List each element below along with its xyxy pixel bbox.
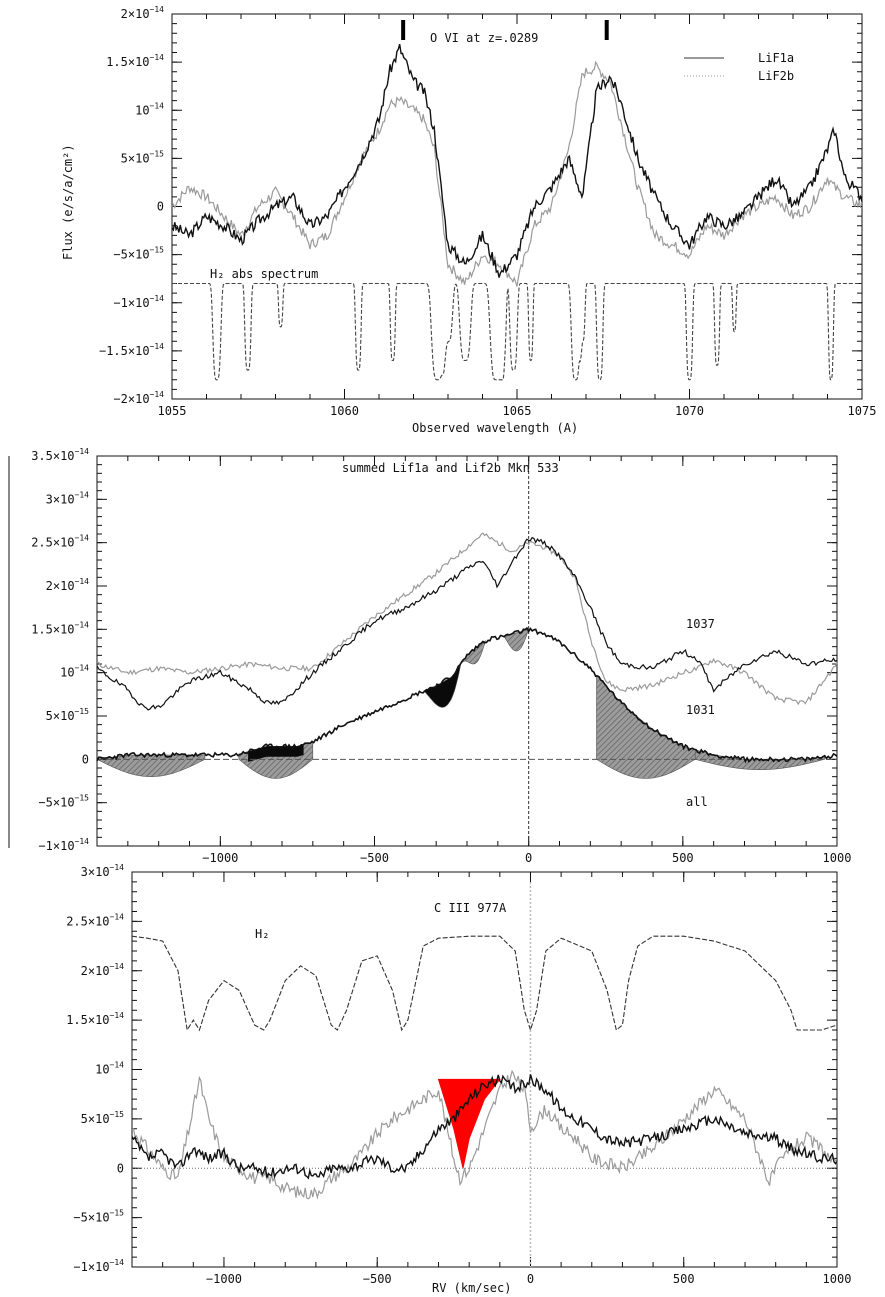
p2-x-tick-labels: −1000 −500 0 500 1000 [202,851,851,865]
p3-ticks [131,871,838,1268]
p2-ticks [96,455,838,847]
p1-legend: LiF1a LiF2b [684,51,794,83]
y-tick-label: −2×10−14 [113,390,164,406]
x-tick-label: 1055 [158,404,187,418]
panel-summed: 3.5×10−14 3×10−14 2.5×10−14 2×10−14 1.5×10−1… [8,447,851,865]
y-tick-label: 1.5×10−14 [66,1011,124,1027]
y-tick-label: 10−14 [135,101,164,117]
x-tick-label: −1000 [202,851,238,865]
p2-y-tick-labels: 3.5×10−14 3×10−14 2.5×10−14 2×10−14 1.5×10−1… [31,447,89,853]
y-tick-label: −5×10−15 [73,1209,124,1225]
y-tick-label: 0 [157,200,164,214]
x-tick-label: 1000 [823,1272,852,1286]
p3-y-tick-labels: 3×10−14 2.5×10−14 2×10−14 1.5×10−14 10−14 5×1… [66,863,124,1274]
p1-title: O VI at z=.0289 [430,31,538,45]
p1-ticks [171,13,863,400]
p2-shaded-region [460,640,486,665]
y-tick-label: 2×10−14 [121,5,165,21]
legend-label-lif2b: LiF2b [758,69,794,83]
series-dark [131,1074,838,1180]
y-tick-label: 0 [82,752,89,766]
y-tick-label: 5×10−15 [81,1110,125,1126]
x-tick-label: −500 [363,1272,392,1286]
x-tick-label: 1060 [330,404,359,418]
series-lif1a [171,44,863,278]
x-tick-label: 1070 [675,404,704,418]
y-tick-label: 3×10−14 [46,490,90,506]
x-tick-label: 1075 [848,404,877,418]
legend-label-lif1a: LiF1a [758,51,794,65]
y-tick-label: −1.5×10−14 [99,342,164,358]
x-tick-label: 500 [673,1272,695,1286]
series-h2 [131,935,838,1032]
p1-ylabel: Flux (e/s/a/cm²) [61,144,75,260]
p2-frame [96,455,838,847]
p3-xlabel: RV (km/sec) [432,1281,511,1295]
p2-title: summed Lif1a and Lif2b Mkn 533 [342,461,559,475]
y-tick-label: −1×10−14 [113,294,164,310]
y-tick-label: 5×10−15 [121,149,165,165]
series-light [131,1069,838,1200]
p3-series [131,882,838,1267]
p3-shaded-regions [437,1078,501,1169]
p2-series [96,456,838,846]
y-tick-label: 10−14 [60,664,89,680]
y-tick-label: 1.5×10−14 [106,53,164,69]
p1-xlabel: Observed wavelength (A) [412,421,578,435]
y-tick-label: 2×10−14 [81,962,125,978]
x-tick-label: 1000 [823,851,852,865]
p1-annotation: H₂ abs spectrum [210,267,318,281]
y-tick-label: −5×10−15 [113,246,164,262]
y-tick-label: −1×10−14 [73,1258,124,1274]
p2-shaded-region [503,628,530,652]
p2-shaded-region [423,663,462,708]
p2-shaded-region [95,754,206,778]
y-tick-label: 10−14 [95,1061,124,1077]
x-tick-label: −500 [360,851,389,865]
y-tick-label: −5×10−15 [38,794,89,810]
p3-title: C III 977A [434,901,507,915]
x-tick-label: 500 [672,851,694,865]
p3-red-absorption [437,1078,501,1169]
p3-x-tick-labels: −1000 −500 0 500 1000 [206,1272,852,1286]
y-tick-label: −1×10−14 [38,837,89,853]
panel-ciii: 3×10−14 2.5×10−14 2×10−14 1.5×10−14 10−14 5×1… [66,863,851,1295]
p2-label-all: all [686,795,708,809]
y-tick-label: 2×10−14 [46,577,90,593]
panel-ovi: 2×10−14 1.5×10−14 10−14 5×10−15 0 −5×10−15 −1×… [61,5,876,435]
p1-x-tick-labels: 1055 1060 1065 1070 1075 [158,404,877,418]
y-tick-label: 0 [117,1161,124,1175]
y-tick-label: 2.5×10−14 [31,534,89,550]
series-all [96,626,838,764]
p2-label-1037: 1037 [686,617,715,631]
series-1037 [96,536,838,711]
p3-frame [131,871,838,1268]
x-tick-label: 0 [527,1272,534,1286]
y-tick-label: 5×10−15 [46,707,90,723]
y-tick-label: 3×10−14 [81,863,125,879]
p2-label-1031: 1031 [686,703,715,717]
p1-series [171,20,863,381]
x-tick-label: 1065 [503,404,532,418]
x-tick-label: −1000 [206,1272,242,1286]
series-h2-abs [172,282,862,381]
p3-annotation: H₂ [255,927,269,941]
series-lif2b [171,60,863,287]
y-tick-label: 1.5×10−14 [31,620,89,636]
x-tick-label: 0 [525,851,532,865]
p1-y-tick-labels: 2×10−14 1.5×10−14 10−14 5×10−15 0 −5×10−15 −1×… [99,5,164,406]
y-tick-label: 3.5×10−14 [31,447,89,463]
series-1031 [96,532,838,706]
y-tick-label: 2.5×10−14 [66,912,124,928]
